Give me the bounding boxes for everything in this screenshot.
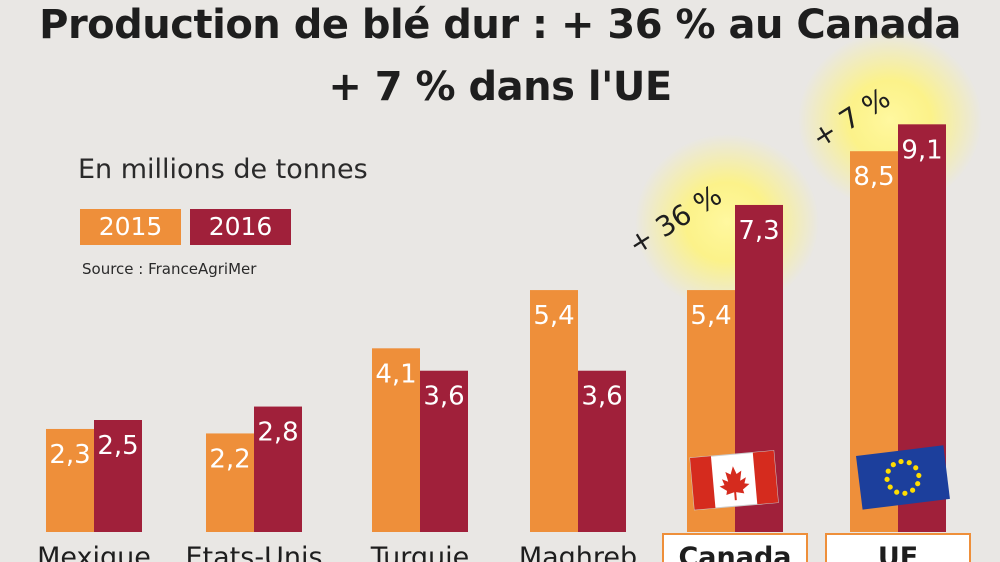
- data-label-maghreb-2015: 5,4: [533, 301, 574, 331]
- data-label-ue-2015: 8,5: [853, 162, 894, 192]
- eu-flag-icon: [856, 445, 950, 510]
- bar-maghreb-2016: [578, 370, 626, 532]
- category-label-maghreb: Maghreb: [519, 542, 637, 562]
- category-label-ue: UE: [878, 542, 918, 562]
- bar-etats-unis-2016: [254, 406, 302, 532]
- data-label-etats-unis-2015: 2,2: [209, 444, 250, 474]
- data-label-maghreb-2016: 3,6: [581, 382, 622, 412]
- bar-maghreb-2015: [530, 290, 578, 532]
- data-label-turquie-2016: 3,6: [423, 382, 464, 412]
- category-label-etats-unis: Etats-Unis: [185, 542, 322, 562]
- category-label-mexique: Mexique: [37, 542, 151, 562]
- chart-title-line2: + 7 % dans l'UE: [328, 64, 672, 110]
- category-label-turquie: Turquie: [370, 542, 470, 562]
- bar-turquie-2015: [372, 348, 420, 532]
- chart-source: Source : FranceAgriMer: [82, 260, 257, 278]
- chart-subtitle: En millions de tonnes: [78, 154, 368, 185]
- chart-title: Production de blé dur : + 36 % au Canada: [39, 2, 961, 48]
- data-label-canada-2016: 7,3: [738, 216, 779, 246]
- data-label-turquie-2015: 4,1: [375, 359, 416, 389]
- category-box-canada: [662, 533, 808, 562]
- category-label-canada: Canada: [678, 542, 791, 562]
- bar-turquie-2016: [420, 370, 468, 532]
- legend-entry-2016: 2016: [190, 209, 291, 245]
- data-label-ue-2016: 9,1: [901, 135, 942, 165]
- category-box-ue: [825, 533, 971, 562]
- canada-flag-icon: [689, 450, 779, 511]
- data-label-etats-unis-2016: 2,8: [257, 418, 298, 448]
- bar-mexique-2016: [94, 420, 142, 532]
- legend-entry-2015: 2015: [80, 209, 181, 245]
- data-label-mexique-2015: 2,3: [49, 440, 90, 470]
- bar-mexique-2015: [46, 428, 94, 532]
- bar-etats-unis-2015: [206, 433, 254, 532]
- data-label-mexique-2016: 2,5: [97, 431, 138, 461]
- data-label-canada-2015: 5,4: [690, 301, 731, 331]
